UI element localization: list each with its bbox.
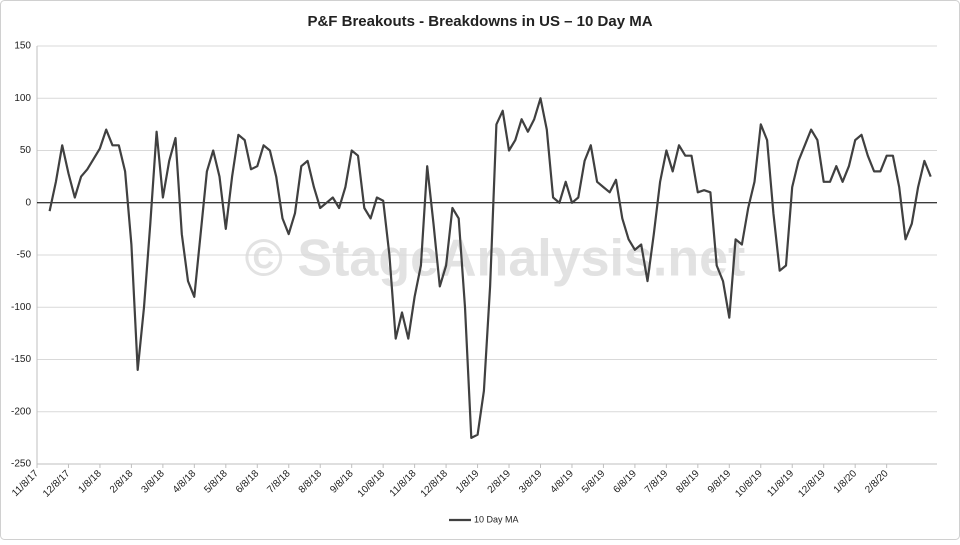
data-line	[48, 97, 932, 439]
y-tick-label: 50	[20, 145, 32, 156]
legend-label: 10 Day MA	[474, 514, 519, 524]
y-tick-label: -50	[17, 250, 32, 261]
watermark: © StageAnalysis.net	[245, 230, 746, 288]
y-tick-label: -250	[11, 459, 31, 470]
y-tick-label: -100	[11, 302, 31, 313]
y-tick-label: 100	[14, 93, 31, 104]
y-tick-label: 150	[14, 41, 31, 52]
y-tick-label: 0	[25, 197, 31, 208]
y-tick-label: -150	[11, 354, 31, 365]
y-tick-label: -200	[11, 406, 31, 417]
chart-title: P&F Breakouts - Breakdowns in US – 10 Da…	[307, 13, 652, 30]
